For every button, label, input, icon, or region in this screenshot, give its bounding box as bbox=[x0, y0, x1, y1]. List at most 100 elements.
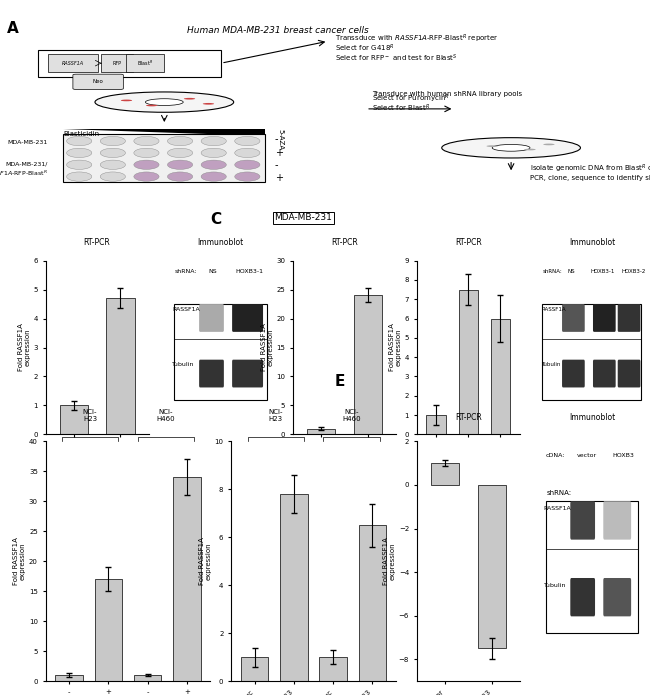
Polygon shape bbox=[64, 129, 265, 136]
Ellipse shape bbox=[66, 160, 92, 170]
Ellipse shape bbox=[235, 160, 260, 170]
Text: Immunoblot: Immunoblot bbox=[569, 413, 615, 422]
Ellipse shape bbox=[235, 148, 260, 158]
FancyBboxPatch shape bbox=[38, 49, 221, 76]
Bar bbox=[307, 429, 335, 434]
Ellipse shape bbox=[168, 160, 192, 170]
Ellipse shape bbox=[100, 148, 125, 158]
Ellipse shape bbox=[134, 172, 159, 181]
Text: HOXB3-1: HOXB3-1 bbox=[236, 269, 264, 275]
Ellipse shape bbox=[134, 160, 159, 170]
Text: shRNA:: shRNA: bbox=[543, 269, 562, 275]
Bar bbox=[134, 675, 161, 681]
FancyBboxPatch shape bbox=[593, 304, 616, 332]
FancyBboxPatch shape bbox=[570, 501, 595, 539]
Bar bbox=[55, 675, 83, 681]
Text: vector: vector bbox=[577, 453, 597, 458]
Bar bbox=[359, 525, 386, 681]
FancyBboxPatch shape bbox=[603, 578, 631, 616]
Ellipse shape bbox=[95, 92, 234, 113]
Bar bbox=[458, 290, 478, 434]
Text: Select for Blast$^R$: Select for Blast$^R$ bbox=[372, 103, 430, 114]
Ellipse shape bbox=[100, 160, 125, 170]
Text: MDA-MB-231/
$RASSF1A$-RFP-Blast$^R$: MDA-MB-231/ $RASSF1A$-RFP-Blast$^R$ bbox=[0, 162, 47, 178]
Text: +: + bbox=[275, 148, 283, 158]
Ellipse shape bbox=[492, 145, 530, 152]
Text: NCI-
H23: NCI- H23 bbox=[83, 409, 98, 422]
Text: 5-AZA: 5-AZA bbox=[278, 129, 284, 150]
Ellipse shape bbox=[168, 148, 192, 158]
Bar bbox=[173, 477, 201, 681]
Text: C: C bbox=[211, 212, 222, 227]
FancyBboxPatch shape bbox=[618, 360, 640, 387]
Text: Human MDA-MB-231 breast cancer cells: Human MDA-MB-231 breast cancer cells bbox=[187, 26, 369, 35]
Text: MDA-MB-231: MDA-MB-231 bbox=[274, 213, 332, 222]
Bar bbox=[354, 295, 382, 434]
Bar bbox=[431, 463, 459, 485]
Ellipse shape bbox=[235, 136, 260, 146]
Text: Blast$^R$: Blast$^R$ bbox=[137, 58, 153, 68]
Text: 5-AZA:: 5-AZA: bbox=[372, 490, 396, 496]
Text: RASSF1A: RASSF1A bbox=[541, 306, 566, 312]
Bar bbox=[174, 304, 267, 400]
FancyBboxPatch shape bbox=[232, 360, 263, 387]
Text: RT-PCR: RT-PCR bbox=[84, 238, 111, 247]
Text: RASSF1A: RASSF1A bbox=[543, 506, 571, 511]
Text: NCI-
H460: NCI- H460 bbox=[157, 409, 176, 422]
FancyBboxPatch shape bbox=[73, 74, 124, 90]
Text: MDA-MB-231: MDA-MB-231 bbox=[7, 140, 47, 145]
Text: HOXB3: HOXB3 bbox=[612, 453, 634, 458]
FancyBboxPatch shape bbox=[199, 360, 224, 387]
Ellipse shape bbox=[146, 99, 183, 106]
Ellipse shape bbox=[201, 172, 226, 181]
Ellipse shape bbox=[486, 145, 498, 147]
Text: Tubulin: Tubulin bbox=[543, 582, 566, 588]
Ellipse shape bbox=[184, 98, 195, 99]
Bar bbox=[543, 304, 642, 400]
Text: A: A bbox=[6, 21, 18, 36]
FancyBboxPatch shape bbox=[603, 501, 631, 539]
Bar bbox=[478, 485, 506, 648]
Ellipse shape bbox=[201, 136, 226, 146]
Y-axis label: Fold RASSF1A
expression: Fold RASSF1A expression bbox=[18, 324, 31, 371]
Text: shRNA:: shRNA: bbox=[174, 269, 197, 275]
Text: Neo: Neo bbox=[93, 79, 103, 84]
Text: NS: NS bbox=[208, 269, 217, 275]
Ellipse shape bbox=[146, 105, 157, 106]
Text: Isolate genomic DNA from Blast$^R$ colonies: Isolate genomic DNA from Blast$^R$ colon… bbox=[530, 163, 650, 175]
Text: PCR, clone, sequence to identify shRNA: PCR, clone, sequence to identify shRNA bbox=[530, 175, 650, 181]
Text: Select for RFP$^-$ and test for Blast$^S$: Select for RFP$^-$ and test for Blast$^S… bbox=[335, 53, 457, 65]
Text: shRNA:: shRNA: bbox=[546, 490, 571, 496]
Text: NCI-
H460: NCI- H460 bbox=[342, 409, 361, 422]
Text: HOXB3-1: HOXB3-1 bbox=[590, 269, 614, 275]
Bar bbox=[280, 494, 307, 681]
Text: -: - bbox=[275, 134, 278, 145]
Text: RT-PCR: RT-PCR bbox=[331, 238, 358, 247]
FancyBboxPatch shape bbox=[593, 360, 616, 387]
Text: shRNA:: shRNA: bbox=[124, 490, 149, 496]
Ellipse shape bbox=[121, 99, 132, 101]
FancyBboxPatch shape bbox=[562, 360, 585, 387]
Text: NS: NS bbox=[567, 269, 575, 275]
Text: cDNA:: cDNA: bbox=[545, 453, 565, 458]
Ellipse shape bbox=[134, 136, 159, 146]
Text: Tubulin: Tubulin bbox=[172, 362, 195, 368]
Bar bbox=[241, 657, 268, 681]
Text: HOXB3-2: HOXB3-2 bbox=[621, 269, 645, 275]
Ellipse shape bbox=[235, 172, 260, 181]
Text: RT-PCR: RT-PCR bbox=[455, 238, 482, 247]
Ellipse shape bbox=[543, 144, 554, 145]
Text: Tubulin: Tubulin bbox=[541, 362, 561, 368]
FancyBboxPatch shape bbox=[562, 304, 585, 332]
Text: RASSF1A: RASSF1A bbox=[62, 60, 84, 65]
FancyBboxPatch shape bbox=[127, 54, 164, 72]
Y-axis label: Fold RASSF1A
expression: Fold RASSF1A expression bbox=[261, 324, 274, 371]
Ellipse shape bbox=[442, 138, 580, 158]
FancyBboxPatch shape bbox=[618, 304, 640, 332]
Ellipse shape bbox=[66, 172, 92, 181]
Text: RFP: RFP bbox=[112, 60, 122, 65]
Y-axis label: Fold RASSF1A
expression: Fold RASSF1A expression bbox=[383, 537, 396, 585]
Bar bbox=[60, 405, 88, 434]
FancyBboxPatch shape bbox=[199, 304, 224, 332]
Text: Immunoblot: Immunoblot bbox=[569, 238, 615, 247]
